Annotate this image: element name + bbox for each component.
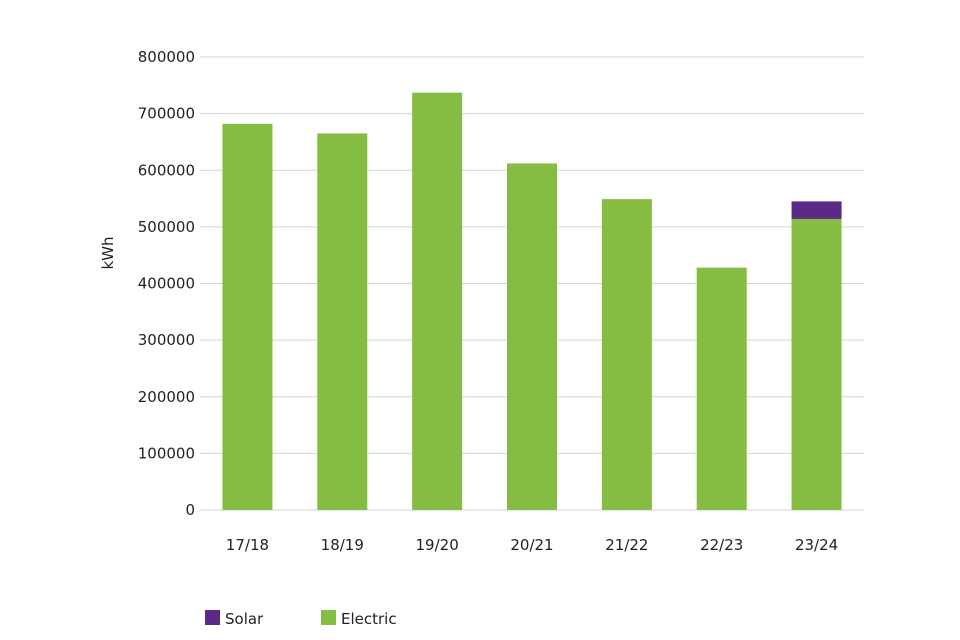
y-tick-label: 200000 [138, 388, 195, 406]
bar-electric-22-23 [696, 267, 747, 510]
bar-electric-21-22 [601, 199, 652, 510]
bar-electric-23-24 [791, 218, 842, 510]
x-tick-label: 17/18 [226, 536, 269, 554]
x-tick-label: 18/19 [321, 536, 364, 554]
legend-item-solar: Solar [205, 610, 264, 628]
y-tick-label: 0 [185, 501, 195, 519]
legend-swatch-solar [205, 610, 220, 625]
x-tick-label: 23/24 [795, 536, 838, 554]
bar-solar-23-24 [791, 201, 842, 219]
legend-item-electric: Electric [321, 610, 397, 628]
bar-electric-19-20 [412, 92, 463, 510]
legend: Solar Electric [205, 610, 397, 628]
y-tick-label: 100000 [138, 444, 195, 462]
y-tick-label: 300000 [138, 331, 195, 349]
y-tick-label: 800000 [138, 48, 195, 66]
bar-electric-20-21 [507, 163, 557, 510]
bar-electric-17-18 [222, 123, 273, 510]
x-tick-label: 22/23 [700, 536, 743, 554]
legend-swatch-electric [321, 610, 336, 625]
legend-label-solar: Solar [225, 610, 264, 628]
x-tick-label: 20/21 [510, 536, 553, 554]
y-axis-title: kWh [99, 236, 117, 269]
y-tick-label: 600000 [138, 161, 195, 179]
y-tick-label: 400000 [138, 275, 195, 293]
legend-label-electric: Electric [341, 610, 397, 628]
bar-electric-18-19 [317, 133, 368, 510]
x-axis-ticks: 17/18 18/19 19/20 20/21 21/22 22/23 23/24 [226, 536, 838, 554]
y-tick-label: 500000 [138, 218, 195, 236]
y-tick-label: 700000 [138, 105, 195, 123]
x-tick-label: 21/22 [605, 536, 648, 554]
y-axis-ticks: 0 100000 200000 300000 400000 500000 600000 700… [138, 48, 195, 519]
bars [222, 92, 842, 510]
x-tick-label: 19/20 [416, 536, 459, 554]
